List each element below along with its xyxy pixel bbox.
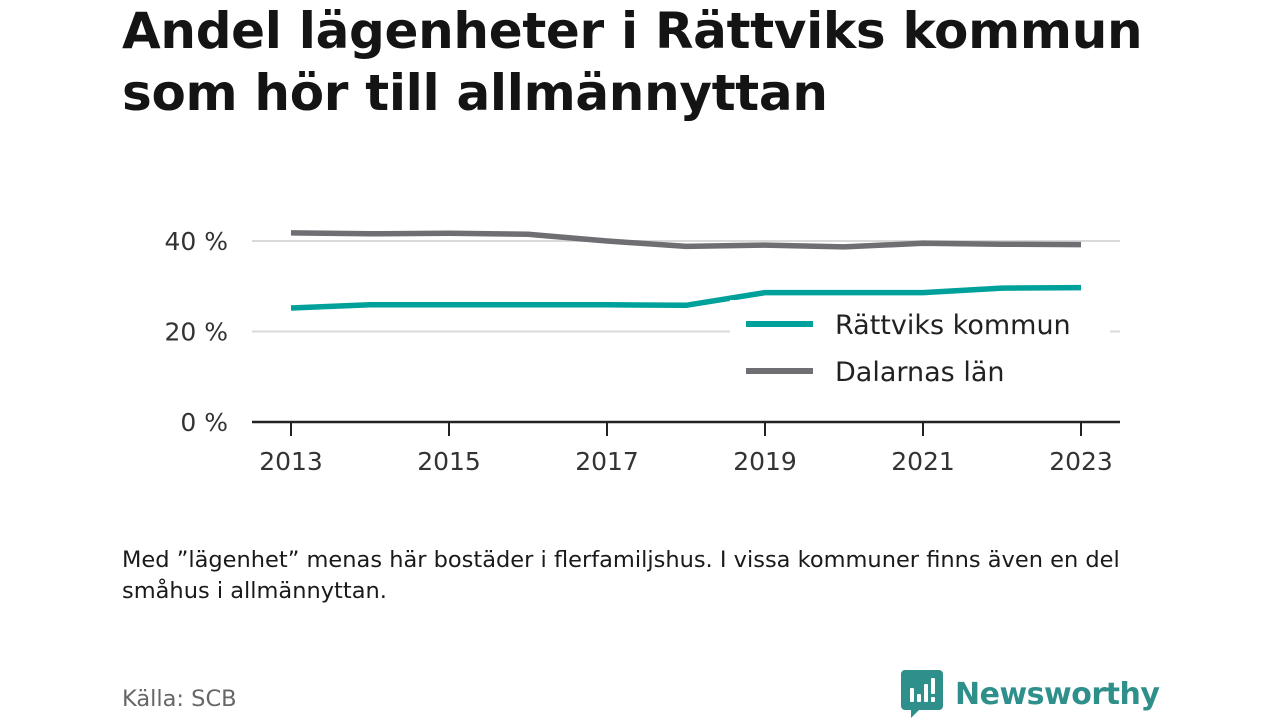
axes: 0 % 20 % 40 % 2013 2015 2017 2019 2021 2023 xyxy=(164,227,1120,476)
y-tick-label: 20 % xyxy=(164,318,228,347)
x-tick-label: 2013 xyxy=(259,447,323,476)
legend-label: Dalarnas län xyxy=(835,357,1004,388)
brand-name: Newsworthy xyxy=(955,676,1160,712)
legend-background xyxy=(730,300,1110,400)
legend: Rättviks kommun Dalarnas län xyxy=(730,300,1110,400)
series-line-dalarnas-län xyxy=(290,230,1082,250)
x-tick-label: 2021 xyxy=(891,447,955,476)
series-line-rättviks-kommun xyxy=(290,284,1082,311)
x-tick-label: 2019 xyxy=(733,447,797,476)
legend-label: Rättviks kommun xyxy=(835,310,1071,341)
source-label: Källa: SCB xyxy=(122,686,237,712)
y-tick-label: 0 % xyxy=(180,408,228,437)
brand-logo-lockup: Newsworthy xyxy=(901,670,1160,718)
series-lines xyxy=(290,230,1082,311)
x-tick-label: 2017 xyxy=(575,447,639,476)
newsworthy-logo-icon xyxy=(901,670,943,718)
x-tick-label: 2015 xyxy=(417,447,481,476)
chart-title: Andel lägenheter i Rättviks kommun som h… xyxy=(122,2,1143,122)
chart-note: Med ”lägenhet” menas här bostäder i fler… xyxy=(122,547,1120,604)
y-tick-label: 40 % xyxy=(164,227,228,256)
x-tick-label: 2023 xyxy=(1049,447,1113,476)
